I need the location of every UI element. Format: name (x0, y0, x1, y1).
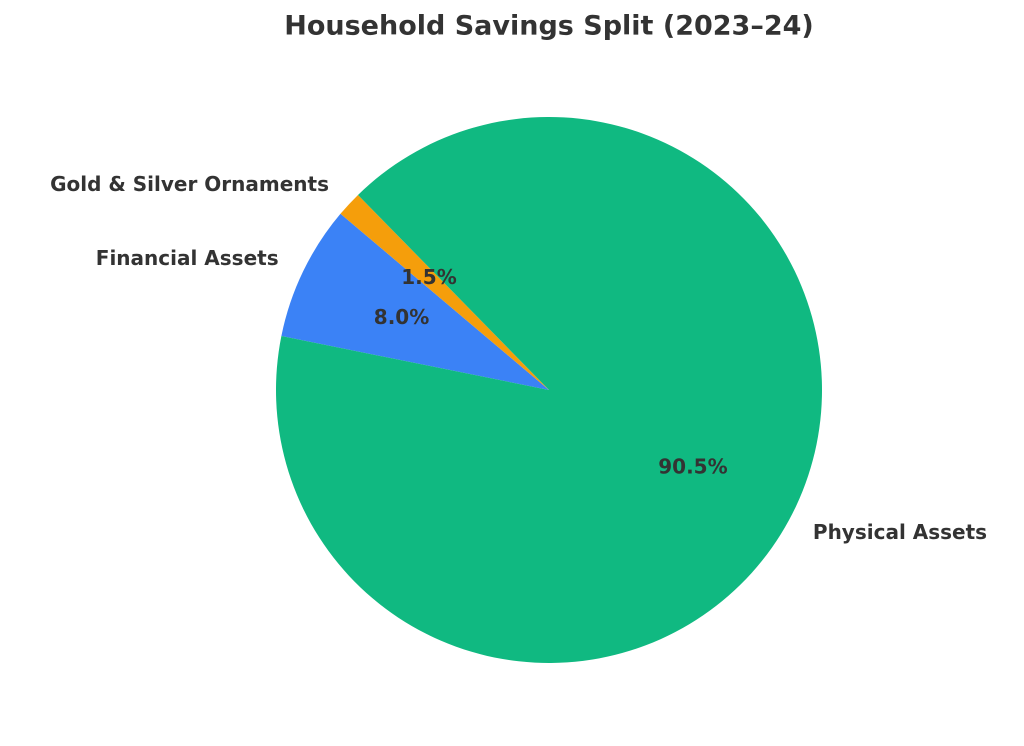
chart-title: Household Savings Split (2023–24) (284, 11, 814, 42)
value-label: 8.0% (374, 305, 429, 329)
pie-slice (281, 213, 549, 390)
category-label: Physical Assets (813, 520, 987, 544)
category-label: Financial Assets (96, 246, 279, 270)
value-label: 90.5% (658, 455, 727, 479)
category-label: Gold & Silver Ornaments (50, 172, 329, 196)
pie-slice (340, 194, 549, 390)
value-label: 1.5% (401, 265, 456, 289)
pie-slice (275, 116, 823, 663)
